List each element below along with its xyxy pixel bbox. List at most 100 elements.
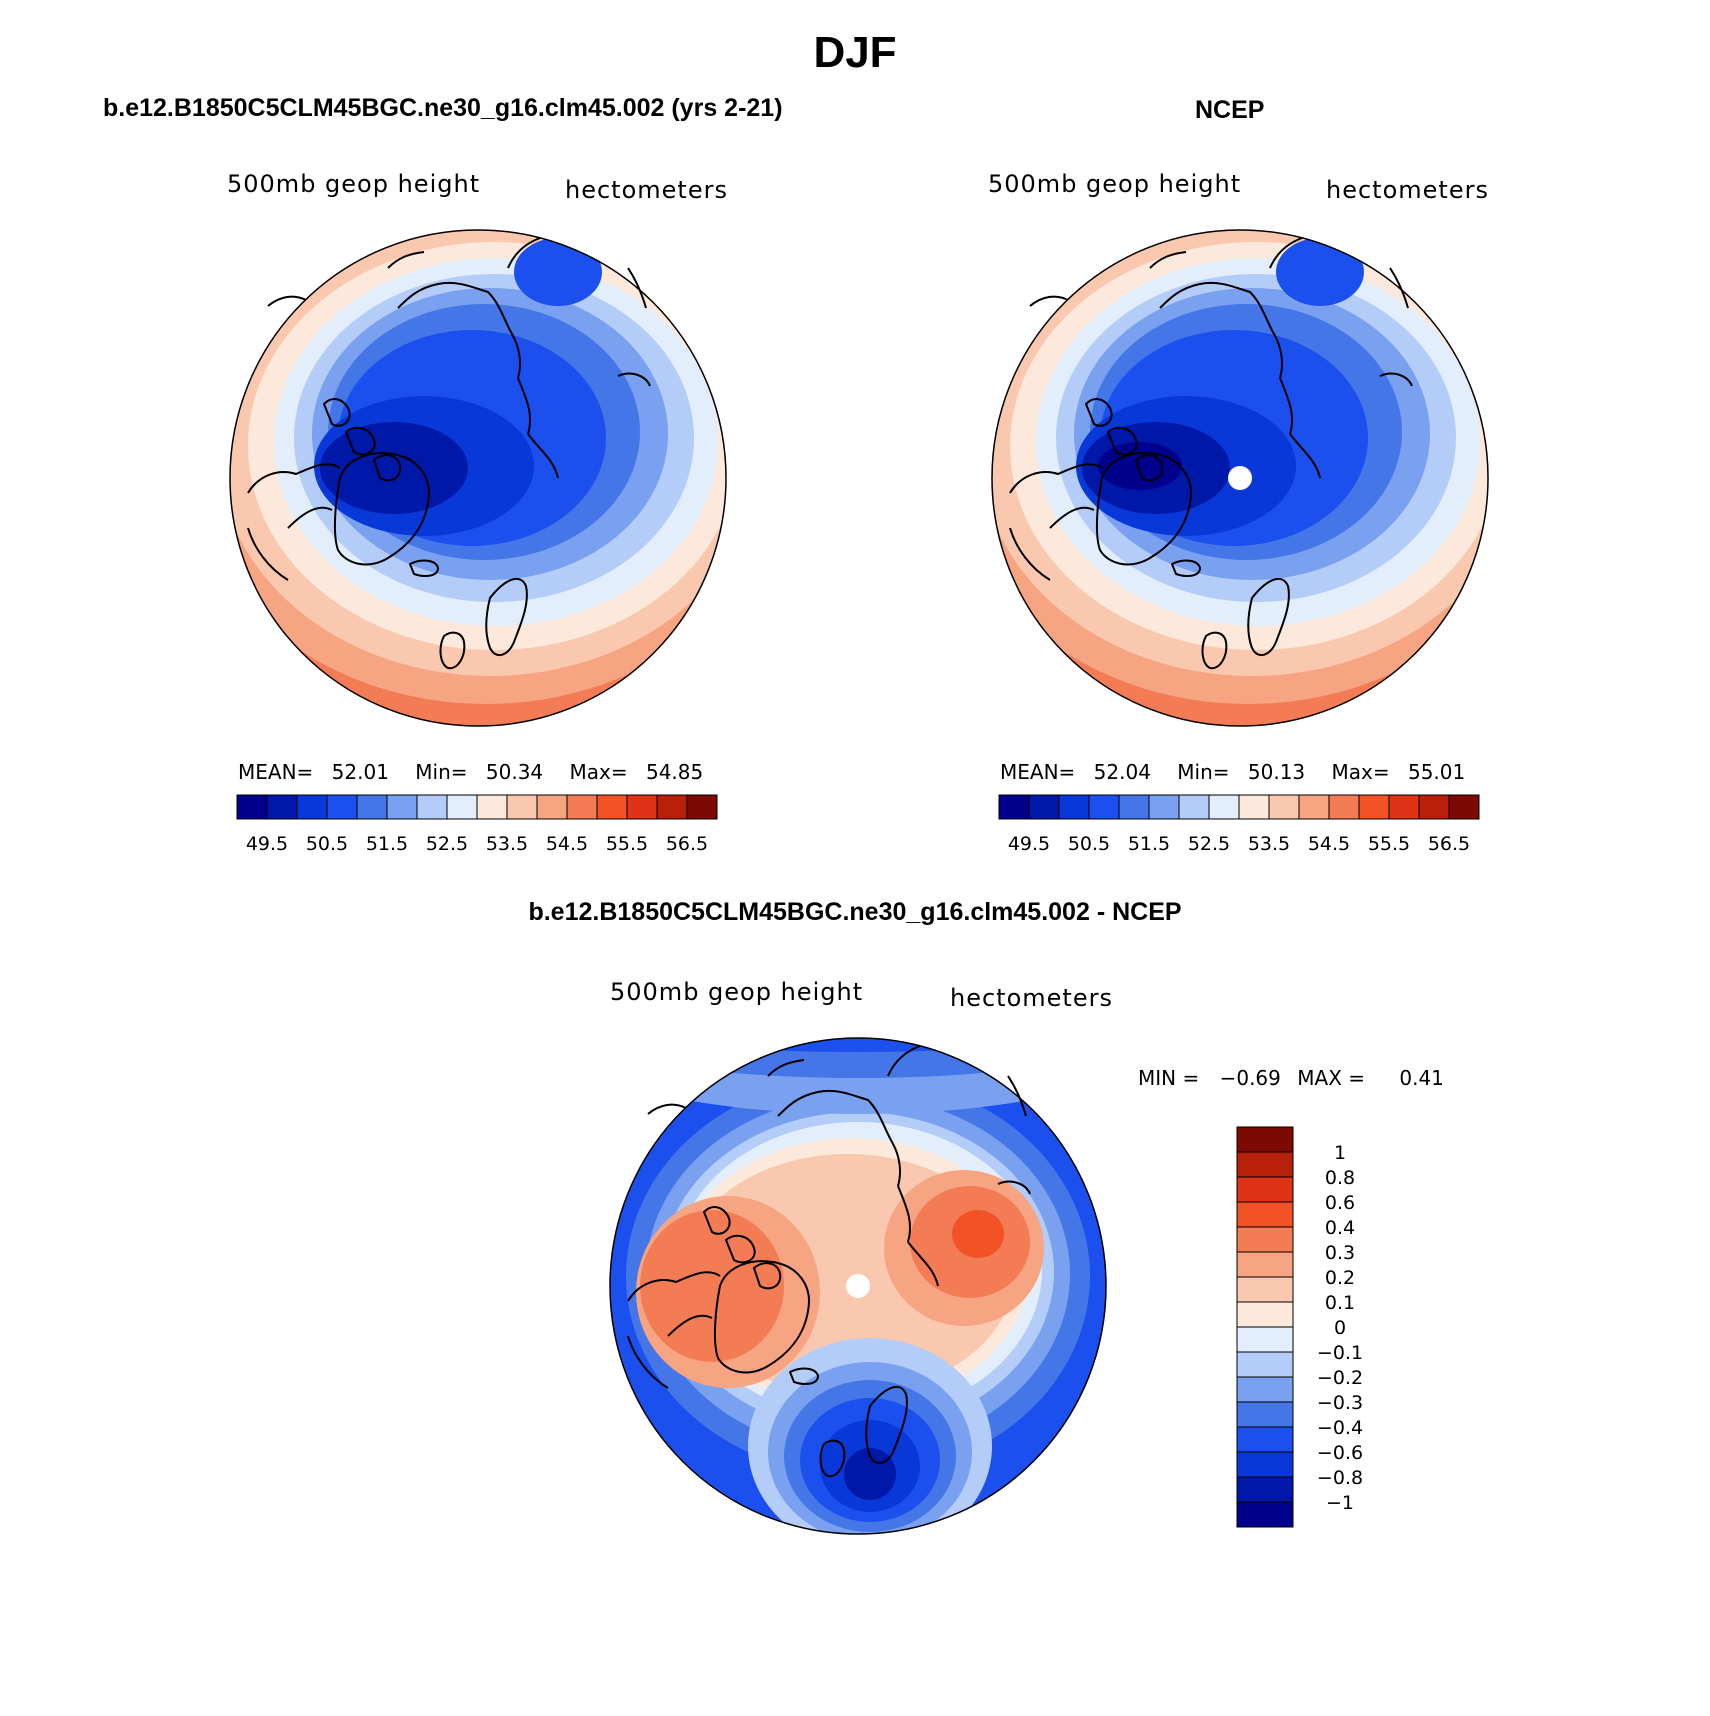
colorbar-tick-label: −0.8: [1317, 1467, 1363, 1489]
coastline: [1279, 377, 1294, 435]
min-value: 50.34: [485, 760, 544, 784]
panel1-units-label: hectometers: [565, 176, 728, 204]
colorbar-swatch: [1208, 794, 1240, 820]
diff-stats: MIN = −0.69 MAX = 0.41: [1138, 1066, 1444, 1090]
colorbar-tick-label: −0.4: [1317, 1417, 1363, 1439]
contour-band: [514, 238, 602, 306]
coastline: [767, 1059, 805, 1077]
coastline: [1247, 577, 1290, 657]
max-value: 55.01: [1407, 760, 1466, 784]
colorbar-swatch: [1236, 1201, 1294, 1228]
colorbar-tick-label: 49.5: [1008, 833, 1050, 855]
coastline: [397, 282, 521, 379]
colorbar-tick-label: −0.2: [1317, 1367, 1363, 1389]
colorbar-swatch: [266, 794, 298, 820]
min-label: Min=: [1177, 760, 1230, 784]
coastline: [345, 426, 376, 456]
coastline: [1029, 295, 1069, 307]
coastline: [1049, 506, 1095, 529]
mean-label: MEAN=: [238, 760, 314, 784]
colorbar-swatch: [1236, 1326, 1294, 1353]
coastline: [617, 372, 651, 387]
coastline: [527, 433, 559, 479]
colorbar-swatch: [1418, 794, 1450, 820]
coastline: [1159, 282, 1283, 379]
panel2-colorbar: 49.5 50.5 51.5 52.5 53.5 54.5 55.5 56.5: [998, 794, 1480, 855]
colorbar-tick-label: −0.6: [1317, 1442, 1363, 1464]
coastline: [1085, 398, 1113, 427]
coastline: [1095, 452, 1192, 566]
colorbar-swatch: [626, 794, 658, 820]
colorbar-tick-label: 0.1: [1325, 1292, 1355, 1314]
colorbar-tick-label: 0.2: [1325, 1267, 1355, 1289]
coastline: [887, 1045, 921, 1077]
coastline: [703, 1206, 731, 1235]
diff-field-label: 500mb geop height: [610, 978, 864, 1006]
coastline: [507, 237, 541, 269]
colorbar-tick-label: 0.8: [1325, 1167, 1355, 1189]
colorbar-swatch: [506, 794, 538, 820]
colorbar-swatch: [566, 794, 598, 820]
coastline: [753, 1262, 782, 1290]
colorbar-swatch: [1388, 794, 1420, 820]
coastline: [485, 577, 528, 657]
diff-panel-title: b.e12.B1850C5CLM45BGC.ne30_g16.clm45.002…: [528, 898, 1182, 926]
coastline: [1171, 559, 1201, 577]
colorbar-tick-label: 0: [1334, 1317, 1346, 1339]
colorbar-swatch: [416, 794, 448, 820]
colorbar-tick-label: 1: [1334, 1142, 1346, 1164]
coastline: [1135, 454, 1164, 482]
mean-label: MEAN=: [1000, 760, 1076, 784]
colorbar-tick-label: 56.5: [1428, 833, 1470, 855]
colorbar-swatch: [236, 794, 268, 820]
colorbar-swatch: [686, 794, 718, 820]
max-value: 0.41: [1399, 1066, 1444, 1090]
coastline: [1007, 1075, 1027, 1117]
colorbar-swatch: [356, 794, 388, 820]
colorbar-swatch: [1298, 794, 1330, 820]
coastline: [997, 1180, 1031, 1195]
colorbar-swatch: [1236, 1251, 1294, 1278]
coastline: [1389, 267, 1409, 309]
contour-band: [844, 1448, 896, 1500]
coastline: [1201, 631, 1228, 670]
colorbar-tick-label: −0.1: [1317, 1342, 1363, 1364]
colorbar-tick-label: 52.5: [426, 833, 468, 855]
coastline: [1269, 237, 1303, 269]
colorbar-tick-label: 56.5: [666, 833, 708, 855]
colorbar-swatch: [1178, 794, 1210, 820]
colorbar-tick-label: 53.5: [1248, 833, 1290, 855]
colorbar-swatch: [1236, 1176, 1294, 1203]
panel1-colorbar: 49.5 50.5 51.5 52.5 53.5 54.5 55.5 56.5: [236, 794, 718, 855]
mean-value: 52.01: [331, 760, 389, 784]
map-boundary: [229, 229, 727, 727]
coastline: [439, 631, 466, 670]
panel2-units-label: hectometers: [1326, 176, 1489, 204]
colorbar-tick-label: 54.5: [1308, 833, 1350, 855]
coastline: [627, 1335, 669, 1389]
contour-band: [320, 422, 468, 514]
diff-colorbar: 1 0.8 0.6 0.4 0.3 0.2 0.1 0 −0.1 −0.2 −0.3 −0.4 −0.6…: [1236, 1126, 1363, 1528]
coastline: [627, 1271, 721, 1302]
coastline: [907, 1241, 939, 1287]
panel2-map: [991, 229, 1489, 727]
coastline: [1289, 433, 1321, 479]
colorbar-tick-label: 54.5: [546, 833, 588, 855]
colorbar-tick-label: 50.5: [1068, 833, 1110, 855]
colorbar-tick-label: 52.5: [1188, 833, 1230, 855]
coastline: [1379, 372, 1413, 387]
coastlines: [627, 1045, 1031, 1478]
coastline: [1009, 463, 1103, 494]
colorbar-swatch: [1028, 794, 1060, 820]
colorbar-swatch: [326, 794, 358, 820]
colorbar-tick-label: 50.5: [306, 833, 348, 855]
coastline: [1107, 426, 1138, 456]
panel1-map: [229, 229, 727, 727]
colorbar-swatch: [998, 794, 1030, 820]
colorbar-tick-label: 53.5: [486, 833, 528, 855]
colorbar-swatch: [1236, 1401, 1294, 1428]
coastline: [627, 267, 647, 309]
max-label: MAX =: [1297, 1066, 1366, 1090]
colorbar-swatch: [1058, 794, 1090, 820]
colorbar-swatch: [446, 794, 478, 820]
